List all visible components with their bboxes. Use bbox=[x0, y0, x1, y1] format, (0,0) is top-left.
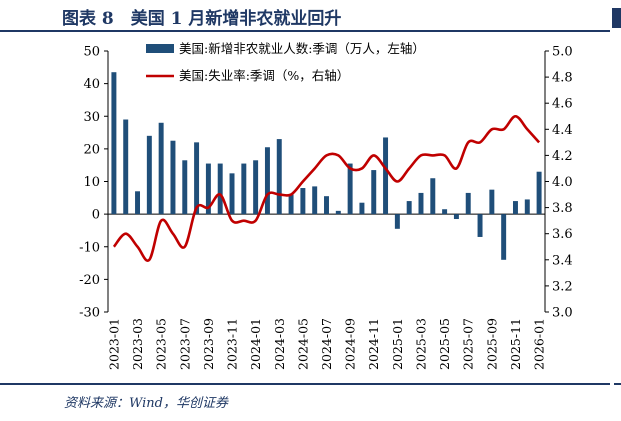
x-tick-label: 2025-11 bbox=[508, 318, 523, 370]
x-tick-label: 2024-03 bbox=[272, 318, 287, 370]
bar bbox=[264, 147, 270, 215]
y-right-tick-label: 3.6 bbox=[552, 227, 573, 242]
x-tick-label: 2024-07 bbox=[319, 318, 334, 370]
x-tick-label: 2026-01 bbox=[532, 318, 547, 370]
y-right-tick-label: 5.0 bbox=[552, 45, 573, 60]
y-right-tick-label: 3.2 bbox=[552, 279, 573, 294]
y-right-tick-label: 4.0 bbox=[552, 175, 573, 190]
bar bbox=[217, 163, 223, 215]
x-tick-label: 2024-09 bbox=[343, 318, 358, 370]
legend: 美国:新增非农就业人数:季调（万人，左轴） 美国:失业率:季调（%，右轴） bbox=[146, 41, 425, 83]
bar bbox=[335, 210, 341, 215]
source-note: 资料来源：Wind，华创证券 bbox=[64, 396, 228, 411]
y-right-tick-label: 4.6 bbox=[552, 97, 573, 112]
bar bbox=[406, 201, 412, 215]
bar bbox=[371, 170, 377, 215]
bar bbox=[383, 137, 389, 215]
y-left-tick-label: 10 bbox=[83, 175, 100, 190]
bar bbox=[347, 163, 353, 215]
bar bbox=[111, 72, 117, 215]
bar bbox=[430, 178, 436, 215]
bar bbox=[253, 160, 259, 215]
x-tick-label: 2024-05 bbox=[295, 318, 310, 370]
y-left-tick-label: 20 bbox=[83, 142, 100, 157]
legend-bar-swatch bbox=[146, 44, 174, 53]
bar bbox=[194, 142, 200, 215]
unemployment-line bbox=[112, 114, 541, 262]
y-left-tick-label: -20 bbox=[79, 273, 100, 288]
y-right-tick-label: 3.0 bbox=[552, 306, 573, 321]
bar bbox=[512, 201, 518, 215]
bar bbox=[158, 122, 164, 215]
bar bbox=[229, 173, 235, 215]
x-tick-label: 2023-07 bbox=[177, 318, 192, 370]
edge-marker-bottom bbox=[614, 383, 621, 385]
bar bbox=[300, 188, 306, 215]
x-tick-label: 2024-01 bbox=[248, 318, 263, 370]
bar bbox=[442, 209, 448, 215]
bar bbox=[205, 163, 211, 215]
source-divider bbox=[0, 383, 610, 385]
bar bbox=[453, 214, 459, 220]
bar bbox=[324, 196, 329, 215]
chart-title: 图表 8 美国 1 月新增非农就业回升 bbox=[62, 9, 342, 29]
bar bbox=[276, 139, 282, 215]
bar bbox=[501, 214, 507, 260]
x-tick-label: 2023-01 bbox=[106, 318, 121, 370]
x-tick-label: 2023-03 bbox=[130, 318, 145, 370]
y-right-tick-label: 4.2 bbox=[552, 149, 573, 164]
bar bbox=[123, 119, 129, 215]
edge-marker bbox=[612, 8, 621, 28]
x-tick-label: 2025-03 bbox=[413, 318, 428, 370]
bar bbox=[146, 135, 152, 215]
legend-line-label: 美国:失业率:季调（%，右轴） bbox=[179, 68, 349, 83]
bar bbox=[312, 186, 318, 215]
y-left-tick-label: 30 bbox=[83, 110, 100, 125]
bar bbox=[288, 194, 294, 215]
y-right-tick-label: 3.4 bbox=[552, 253, 573, 268]
bar bbox=[241, 163, 247, 215]
x-tick-label: 2023-09 bbox=[201, 318, 216, 370]
x-tick-label: 2023-11 bbox=[225, 318, 240, 370]
bar bbox=[394, 214, 400, 229]
x-tick-label: 2023-05 bbox=[154, 318, 169, 370]
bar bbox=[524, 199, 530, 215]
y-left-tick-label: -30 bbox=[79, 306, 100, 321]
y-left-tick-label: 0 bbox=[92, 208, 100, 223]
bar bbox=[536, 171, 542, 215]
title-bar bbox=[0, 0, 610, 32]
x-tick-label: 2025-05 bbox=[437, 318, 452, 370]
y-right-tick-label: 3.8 bbox=[552, 201, 573, 216]
x-tick-label: 2024-11 bbox=[366, 318, 381, 370]
bar bbox=[182, 160, 188, 215]
y-left-tick-label: 50 bbox=[83, 45, 100, 60]
bar bbox=[477, 214, 483, 237]
x-tick-label: 2025-01 bbox=[390, 318, 405, 370]
y-left-tick-label: 40 bbox=[83, 77, 100, 92]
y-left-tick-label: -10 bbox=[79, 240, 100, 255]
x-tick-label: 2025-09 bbox=[484, 318, 499, 370]
y-right-tick-label: 4.4 bbox=[552, 123, 573, 138]
bar bbox=[418, 192, 424, 215]
bar bbox=[170, 140, 176, 215]
y-right-tick-label: 4.8 bbox=[552, 71, 573, 86]
bar bbox=[135, 191, 141, 215]
legend-bar-label: 美国:新增非农就业人数:季调（万人，左轴） bbox=[179, 41, 425, 56]
x-tick-label: 2025-07 bbox=[461, 318, 476, 370]
bar bbox=[465, 192, 471, 215]
bar bbox=[489, 189, 495, 215]
bar bbox=[359, 202, 365, 215]
